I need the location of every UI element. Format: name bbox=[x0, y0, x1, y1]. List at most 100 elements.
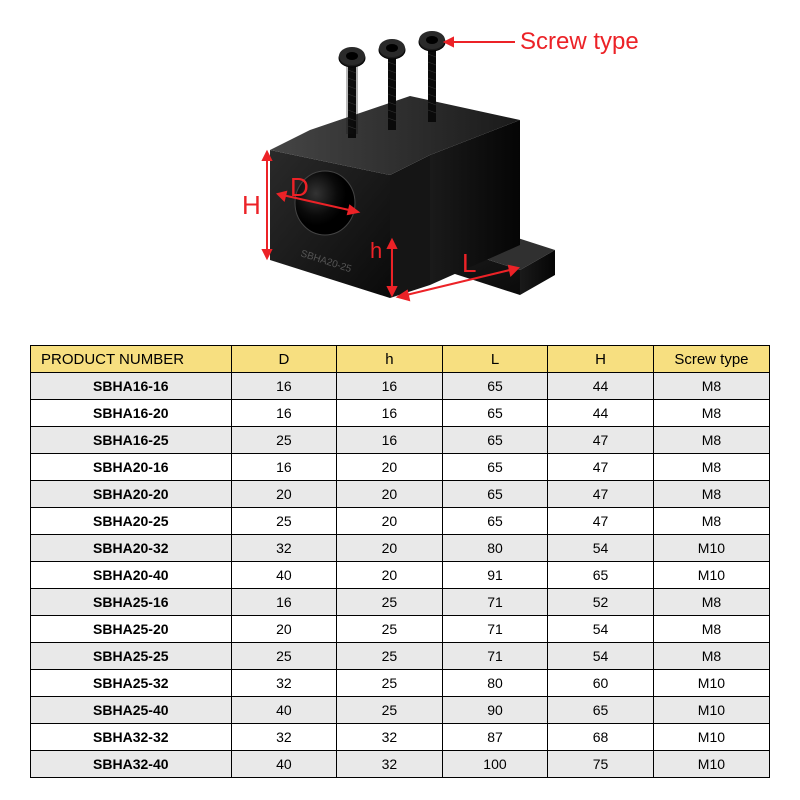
col-product-number: PRODUCT NUMBER bbox=[31, 346, 232, 373]
value-cell: 71 bbox=[442, 616, 548, 643]
table-row: SBHA20-3232208054M10 bbox=[31, 535, 770, 562]
value-cell: 40 bbox=[231, 697, 337, 724]
value-cell: M8 bbox=[653, 373, 769, 400]
table-row: SBHA16-2525166547M8 bbox=[31, 427, 770, 454]
product-cell: SBHA25-16 bbox=[31, 589, 232, 616]
value-cell: 20 bbox=[337, 508, 443, 535]
value-cell: 65 bbox=[442, 508, 548, 535]
product-cell: SBHA25-40 bbox=[31, 697, 232, 724]
col-L: L bbox=[442, 346, 548, 373]
value-cell: 20 bbox=[337, 535, 443, 562]
value-cell: 65 bbox=[442, 481, 548, 508]
value-cell: 16 bbox=[231, 454, 337, 481]
col-h: h bbox=[337, 346, 443, 373]
value-cell: 65 bbox=[442, 400, 548, 427]
col-D: D bbox=[231, 346, 337, 373]
value-cell: M10 bbox=[653, 697, 769, 724]
dimension-D-label: D bbox=[290, 172, 309, 203]
spec-table-container: PRODUCT NUMBER D h L H Screw type SBHA16… bbox=[30, 345, 770, 778]
value-cell: 16 bbox=[231, 400, 337, 427]
table-row: SBHA16-2016166544M8 bbox=[31, 400, 770, 427]
value-cell: 32 bbox=[337, 751, 443, 778]
value-cell: 40 bbox=[231, 562, 337, 589]
value-cell: M10 bbox=[653, 751, 769, 778]
value-cell: 20 bbox=[337, 481, 443, 508]
value-cell: 25 bbox=[231, 427, 337, 454]
value-cell: 65 bbox=[548, 562, 654, 589]
value-cell: 65 bbox=[442, 454, 548, 481]
value-cell: 90 bbox=[442, 697, 548, 724]
value-cell: 54 bbox=[548, 535, 654, 562]
value-cell: 54 bbox=[548, 616, 654, 643]
value-cell: M10 bbox=[653, 670, 769, 697]
product-diagram: SBHA20-25 bbox=[0, 0, 800, 340]
value-cell: 25 bbox=[337, 616, 443, 643]
table-header-row: PRODUCT NUMBER D h L H Screw type bbox=[31, 346, 770, 373]
dimension-H-label: H bbox=[242, 190, 261, 221]
value-cell: 80 bbox=[442, 535, 548, 562]
tool-holder-svg: SBHA20-25 bbox=[0, 0, 800, 340]
value-cell: 25 bbox=[337, 643, 443, 670]
value-cell: 80 bbox=[442, 670, 548, 697]
product-cell: SBHA16-25 bbox=[31, 427, 232, 454]
value-cell: 47 bbox=[548, 508, 654, 535]
value-cell: 44 bbox=[548, 373, 654, 400]
value-cell: 20 bbox=[231, 481, 337, 508]
value-cell: 71 bbox=[442, 643, 548, 670]
value-cell: 65 bbox=[442, 427, 548, 454]
screw-type-callout: Screw type bbox=[520, 28, 639, 56]
table-row: SBHA32-40403210075M10 bbox=[31, 751, 770, 778]
table-row: SBHA32-3232328768M10 bbox=[31, 724, 770, 751]
table-row: SBHA25-1616257152M8 bbox=[31, 589, 770, 616]
value-cell: 25 bbox=[337, 589, 443, 616]
table-row: SBHA25-4040259065M10 bbox=[31, 697, 770, 724]
dimension-L-label: L bbox=[462, 248, 476, 279]
value-cell: M8 bbox=[653, 508, 769, 535]
value-cell: 16 bbox=[231, 589, 337, 616]
value-cell: 65 bbox=[442, 373, 548, 400]
col-screw-type: Screw type bbox=[653, 346, 769, 373]
value-cell: 25 bbox=[231, 643, 337, 670]
value-cell: 71 bbox=[442, 589, 548, 616]
value-cell: 20 bbox=[337, 562, 443, 589]
value-cell: 91 bbox=[442, 562, 548, 589]
product-cell: SBHA25-20 bbox=[31, 616, 232, 643]
value-cell: 75 bbox=[548, 751, 654, 778]
value-cell: 16 bbox=[337, 400, 443, 427]
table-row: SBHA20-2525206547M8 bbox=[31, 508, 770, 535]
dimension-h-label: h bbox=[370, 238, 382, 264]
table-row: SBHA20-1616206547M8 bbox=[31, 454, 770, 481]
value-cell: 54 bbox=[548, 643, 654, 670]
value-cell: 20 bbox=[337, 454, 443, 481]
table-row: SBHA25-2525257154M8 bbox=[31, 643, 770, 670]
value-cell: 47 bbox=[548, 481, 654, 508]
value-cell: M8 bbox=[653, 481, 769, 508]
value-cell: M10 bbox=[653, 535, 769, 562]
spec-table: PRODUCT NUMBER D h L H Screw type SBHA16… bbox=[30, 345, 770, 778]
value-cell: 40 bbox=[231, 751, 337, 778]
col-H: H bbox=[548, 346, 654, 373]
value-cell: M10 bbox=[653, 562, 769, 589]
value-cell: 32 bbox=[231, 535, 337, 562]
value-cell: 25 bbox=[231, 508, 337, 535]
value-cell: 52 bbox=[548, 589, 654, 616]
table-row: SBHA16-1616166544M8 bbox=[31, 373, 770, 400]
product-cell: SBHA20-40 bbox=[31, 562, 232, 589]
value-cell: M8 bbox=[653, 643, 769, 670]
table-row: SBHA20-4040209165M10 bbox=[31, 562, 770, 589]
product-cell: SBHA25-32 bbox=[31, 670, 232, 697]
value-cell: 65 bbox=[548, 697, 654, 724]
product-cell: SBHA20-16 bbox=[31, 454, 232, 481]
value-cell: 32 bbox=[337, 724, 443, 751]
product-cell: SBHA20-32 bbox=[31, 535, 232, 562]
product-cell: SBHA25-25 bbox=[31, 643, 232, 670]
table-row: SBHA20-2020206547M8 bbox=[31, 481, 770, 508]
value-cell: 60 bbox=[548, 670, 654, 697]
value-cell: 25 bbox=[337, 697, 443, 724]
product-cell: SBHA16-20 bbox=[31, 400, 232, 427]
value-cell: M8 bbox=[653, 427, 769, 454]
value-cell: 25 bbox=[337, 670, 443, 697]
value-cell: 32 bbox=[231, 724, 337, 751]
value-cell: 47 bbox=[548, 427, 654, 454]
value-cell: M10 bbox=[653, 724, 769, 751]
